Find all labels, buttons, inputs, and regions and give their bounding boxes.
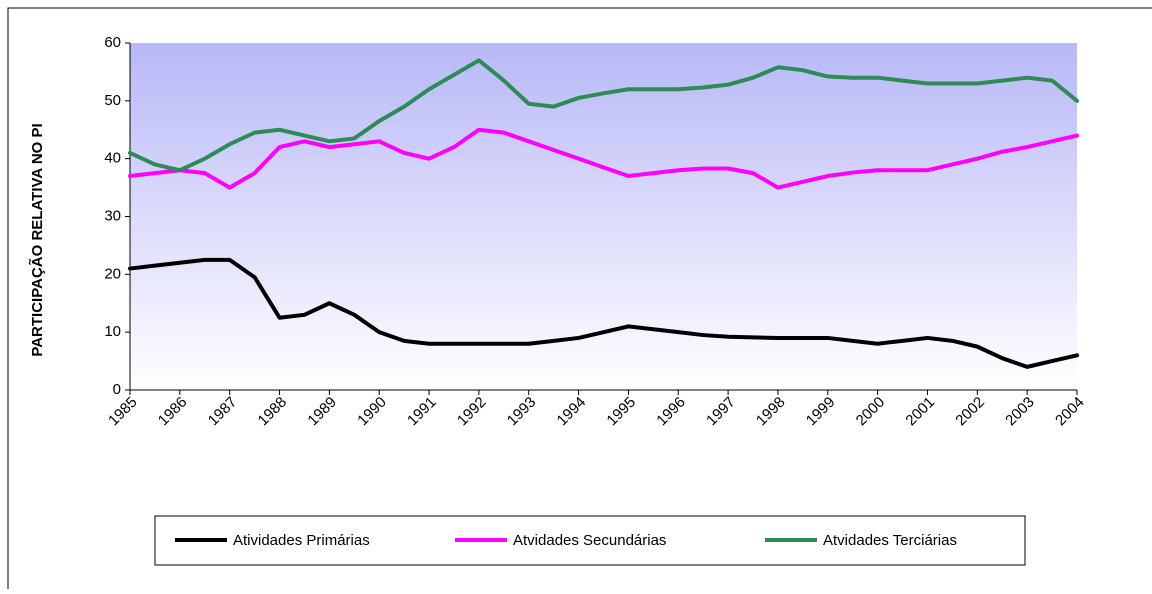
x-tick-label: 1992 [454,394,490,430]
y-tick-label: 30 [104,207,121,224]
y-tick-label: 60 [104,34,121,51]
x-tick-label: 1988 [255,394,291,430]
chart-frame [7,7,1152,594]
y-tick-label: 40 [104,150,121,167]
series-line [128,257,1079,369]
legend [154,515,1026,566]
y-tick-label: 20 [104,265,121,282]
x-tick-label: 1991 [404,394,440,430]
x-tick-label: 1987 [205,394,241,430]
x-tick-label: 1995 [603,394,639,430]
y-tick-label: 10 [104,323,121,340]
x-tick-label: 1996 [653,394,689,430]
y-tick-label: 0 [113,381,121,398]
x-tick-label: 1990 [354,394,390,430]
legend-label: Atvidades Secundárias [513,532,666,549]
legend-label: Atividades Primárias [233,532,370,549]
x-tick-label: 2004 [1052,394,1088,430]
legend-label: Atvidades Terciárias [823,532,957,549]
series-line [128,58,1079,173]
series-line [128,127,1079,190]
x-tick-label: 1989 [304,394,340,430]
y-axis-label: PARTICIPAÇÃO RELATIVA NO PI [28,123,46,356]
x-tick-label: 2000 [853,394,889,430]
x-tick-label: 1986 [155,394,191,430]
x-tick-label: 1999 [803,394,839,430]
y-tick-label: 50 [104,92,121,109]
x-tick-label: 2003 [1002,394,1038,430]
x-tick-label: 1993 [504,394,540,430]
x-tick-label: 1985 [105,394,141,430]
x-tick-label: 1998 [753,394,789,430]
x-tick-label: 2001 [902,394,938,430]
x-tick-label: 1997 [703,394,739,430]
x-tick-label: 2002 [952,394,988,430]
x-tick-label: 1994 [554,394,590,430]
